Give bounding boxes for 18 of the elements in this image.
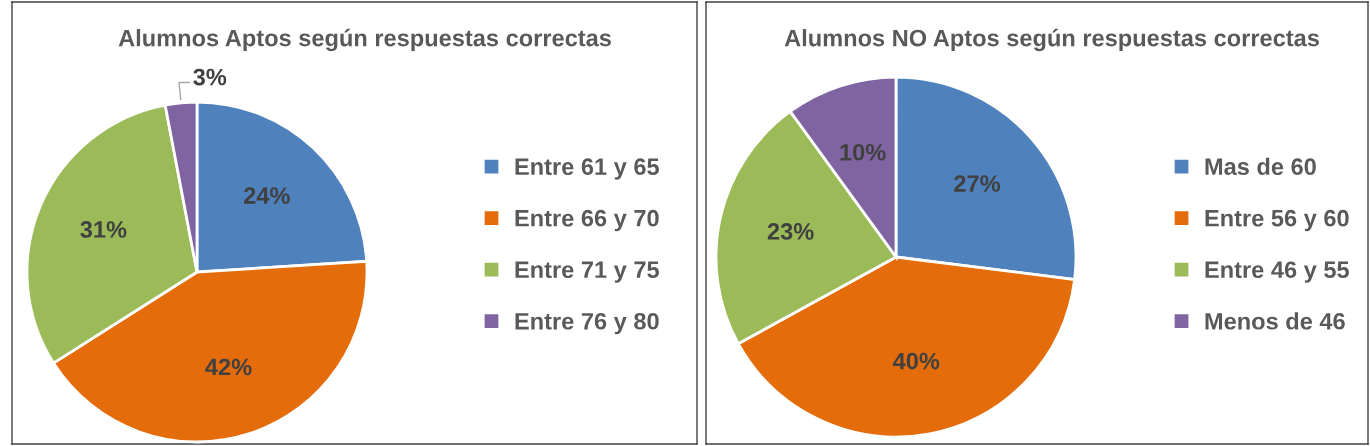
data-label: 40% xyxy=(892,352,940,370)
data-label: 31% xyxy=(80,221,127,238)
legend-label: Entre 71 y 75 xyxy=(515,261,659,283)
data-label: 23% xyxy=(767,223,814,240)
legend-label: Entre 56 y 60 xyxy=(1205,209,1349,232)
chart-title: Alumnos Aptos según respuestas correctas xyxy=(118,28,611,52)
legend-label: Entre 46 y 55 xyxy=(1205,261,1349,283)
legend-label: Entre 66 y 70 xyxy=(515,209,659,232)
legend-label: Menos de 46 xyxy=(1205,312,1345,330)
data-label: 10% xyxy=(840,143,886,161)
legend-label: Entre 76 y 80 xyxy=(515,312,659,335)
data-label: 42% xyxy=(205,358,252,376)
legend-label: Entre 61 y 65 xyxy=(515,158,659,180)
chart-title: Alumnos NO Aptos según respuestas correctas xyxy=(784,28,1319,52)
data-label: 24% xyxy=(244,187,290,204)
legend-label: Mas de 60 xyxy=(1205,157,1316,176)
data-label: 3% xyxy=(193,68,227,86)
data-label: 27% xyxy=(954,175,1001,192)
